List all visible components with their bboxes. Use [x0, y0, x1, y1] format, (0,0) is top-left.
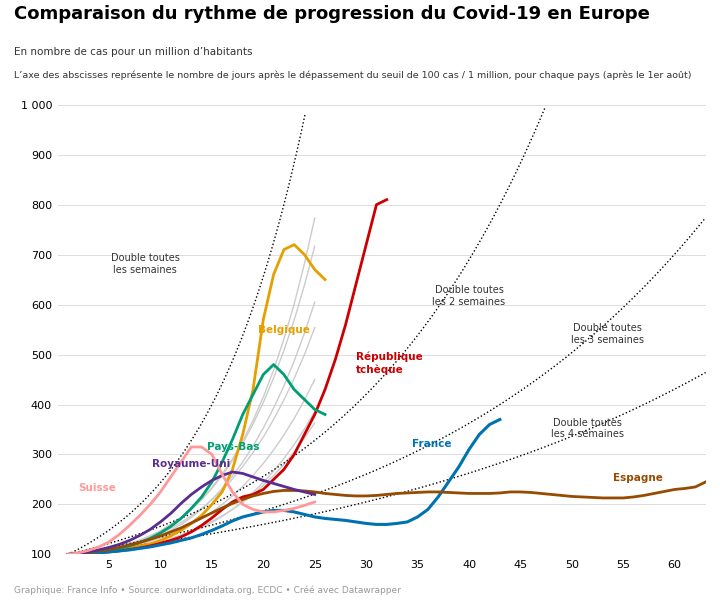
Text: Double toutes
les 2 semaines: Double toutes les 2 semaines [433, 285, 505, 307]
Text: Suisse: Suisse [78, 484, 116, 493]
Text: Double toutes
les 4 semaines: Double toutes les 4 semaines [551, 418, 624, 439]
Text: Espagne: Espagne [613, 474, 663, 484]
Text: Royaume-Uni: Royaume-Uni [152, 460, 230, 469]
Text: Belgique: Belgique [258, 325, 310, 334]
Text: France: France [413, 439, 452, 450]
Text: Double toutes
les 3 semaines: Double toutes les 3 semaines [572, 323, 644, 344]
Text: En nombre de cas pour un million d’habitants: En nombre de cas pour un million d’habit… [14, 47, 253, 57]
Text: Double toutes
les semaines: Double toutes les semaines [111, 253, 179, 275]
Text: L’axe des abscisses représente le nombre de jours après le dépassement du seuil : L’axe des abscisses représente le nombre… [14, 71, 692, 81]
Text: Graphique: France Info • Source: ourworldindata.org, ECDC • Créé avec Datawrappe: Graphique: France Info • Source: ourworl… [14, 586, 401, 595]
Text: Comparaison du rythme de progression du Covid-19 en Europe: Comparaison du rythme de progression du … [14, 5, 650, 23]
Text: République
tchèque: République tchèque [356, 352, 423, 375]
Text: Pays-Bas: Pays-Bas [207, 442, 259, 452]
